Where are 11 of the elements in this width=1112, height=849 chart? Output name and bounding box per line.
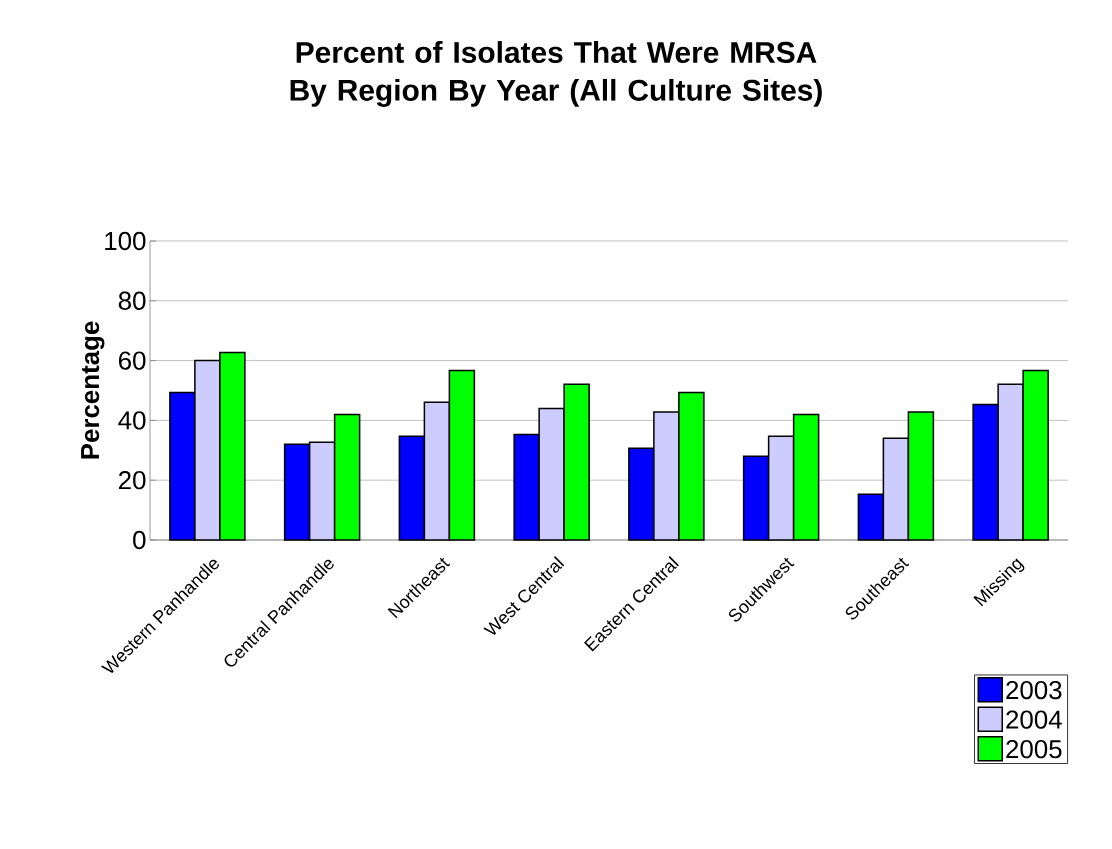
y-tick-label: 20 <box>118 471 146 490</box>
y-tick-label: 40 <box>118 411 146 430</box>
legend-label: 2005 <box>1006 739 1062 759</box>
chart-title: Percent of Isolates That Were MRSA By Region By Year (All Culture Sites) <box>290 41 822 107</box>
legend-label: 2004 <box>1006 710 1062 729</box>
y-axis-title: Percentage <box>81 321 105 459</box>
legend-label: 2003 <box>1006 680 1062 700</box>
y-tick-label: 0 <box>133 530 146 550</box>
y-tick-label: 60 <box>118 351 146 370</box>
y-tick-label: 100 <box>105 231 146 251</box>
y-tick-label: 80 <box>118 291 146 310</box>
